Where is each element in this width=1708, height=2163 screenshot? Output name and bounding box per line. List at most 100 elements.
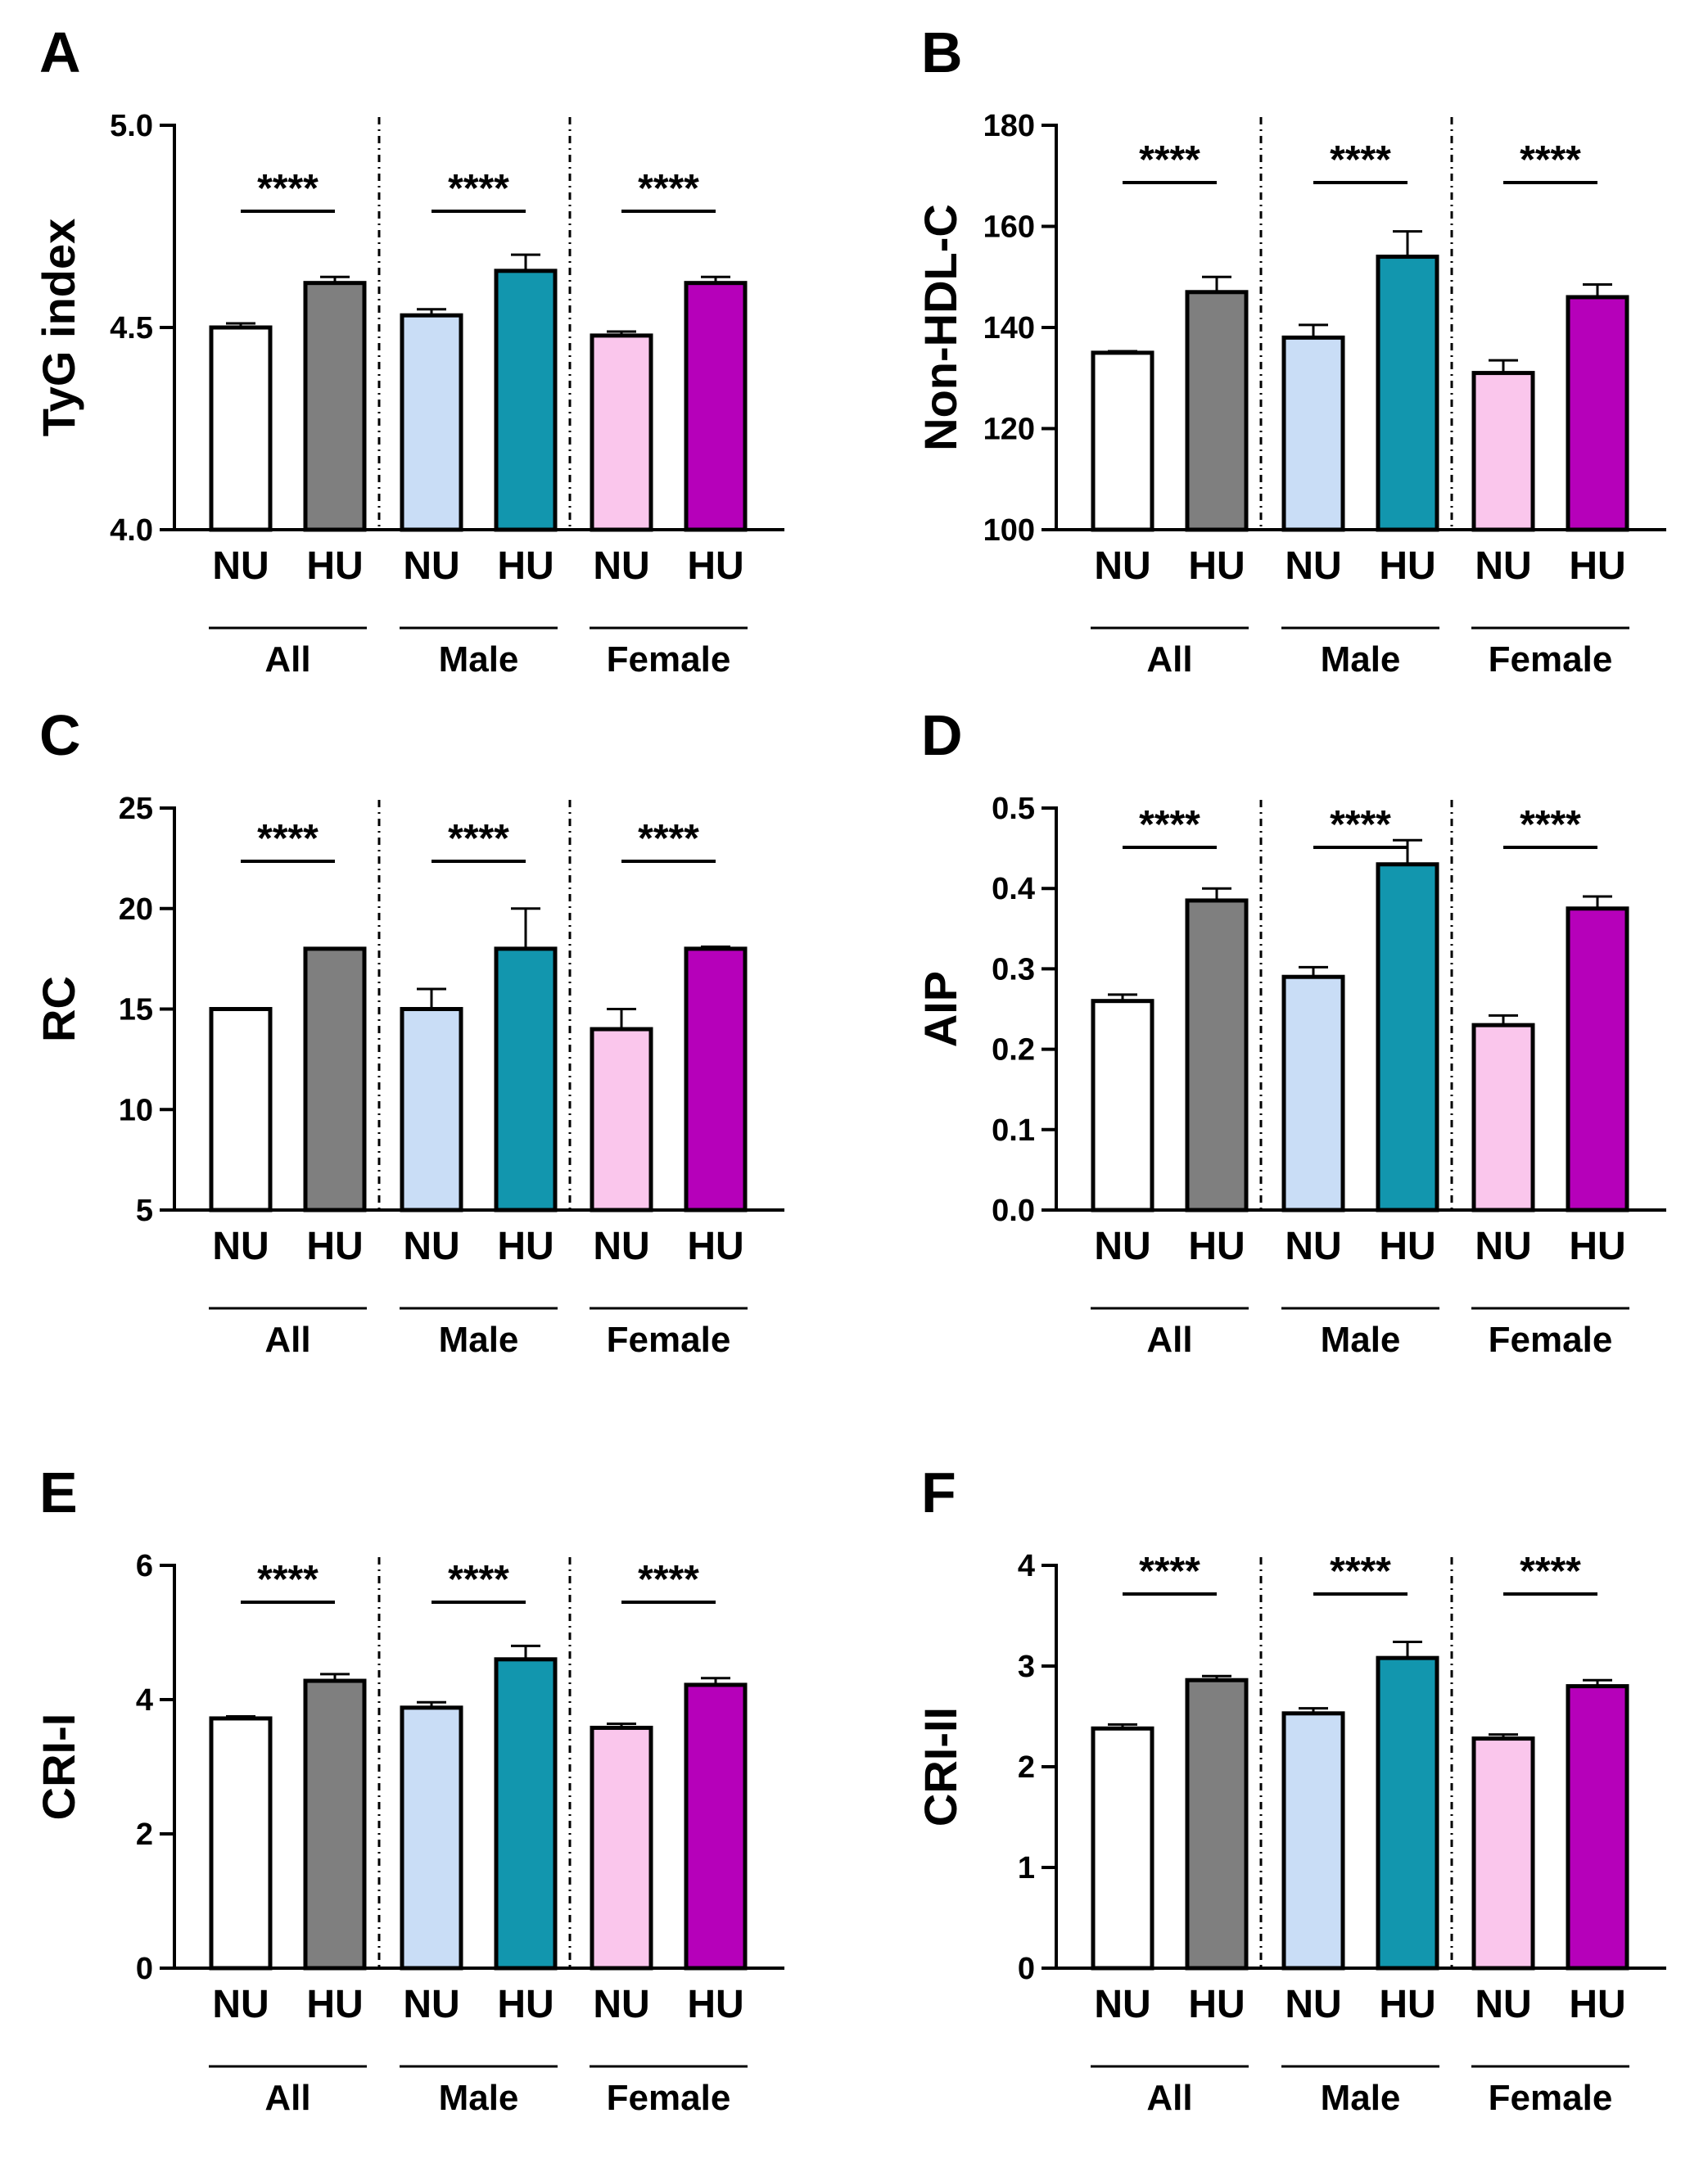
bar-hu: [1566, 295, 1629, 532]
y-tick-label: 0: [1018, 1952, 1035, 1986]
y-axis-label: CRI-II: [915, 1707, 966, 1827]
bar-nu: [1091, 999, 1154, 1212]
y-tick-label: 0.1: [992, 1113, 1035, 1148]
bar-hu: [303, 281, 367, 532]
bar-hu: [684, 1682, 748, 1971]
x-tick-label: HU: [687, 1983, 743, 2026]
bar-nu: [1281, 1711, 1345, 1971]
group-label: All: [264, 2078, 310, 2118]
significance-label: ****: [1139, 1550, 1200, 1593]
y-tick-label: 4.5: [110, 311, 153, 345]
x-tick-label: HU: [1569, 544, 1625, 588]
group-label: All: [264, 1320, 310, 1360]
bar-nu: [1471, 1023, 1535, 1212]
bar-nu: [1091, 1726, 1154, 1971]
y-tick-label: 3: [1018, 1650, 1035, 1684]
x-tick-label: HU: [1379, 544, 1435, 588]
x-tick-label: NU: [403, 544, 459, 588]
x-tick-label: NU: [403, 1983, 459, 2026]
group-label: All: [1146, 2078, 1192, 2118]
bar-nu: [590, 333, 653, 532]
significance-label: ****: [448, 817, 509, 860]
y-tick-label: 6: [136, 1549, 153, 1583]
y-tick-label: 25: [119, 792, 153, 826]
bar-hu: [1566, 1684, 1629, 1971]
x-tick-label: NU: [1475, 1225, 1531, 1268]
bar-nu: [590, 1725, 653, 1971]
significance-label: ****: [448, 1558, 509, 1601]
x-tick-label: NU: [593, 1983, 649, 2026]
bar-hu: [684, 281, 748, 532]
bar-nu: [400, 1705, 463, 1971]
significance-label: ****: [1330, 1550, 1391, 1593]
panel-f: F CRI-II 0 1 2 3 4 NU HU NU HU NU HU All Male Female ***…: [915, 1461, 1666, 2118]
x-tick-label: NU: [1475, 1983, 1531, 2026]
x-tick-label: NU: [212, 1225, 269, 1268]
bar-nu: [209, 325, 273, 532]
group-label: All: [1146, 1320, 1192, 1360]
x-tick-label: NU: [1475, 544, 1531, 588]
y-tick-label: 4: [136, 1683, 153, 1718]
y-tick-label: 15: [119, 993, 153, 1027]
panel-letter: B: [921, 20, 963, 84]
y-axis-label: Non-HDL-C: [915, 204, 966, 451]
y-axis-label: AIP: [915, 971, 966, 1047]
bar-hu: [303, 946, 367, 1212]
y-tick-label: 180: [983, 109, 1035, 143]
bar-nu: [1281, 335, 1345, 532]
bar-hu: [1566, 906, 1629, 1212]
x-tick-label: NU: [212, 544, 269, 588]
group-label: Male: [1321, 2078, 1401, 2118]
significance-label: ****: [638, 817, 699, 860]
group-label: Female: [1489, 2078, 1613, 2118]
bar-hu: [494, 1657, 558, 1971]
significance-label: ****: [257, 817, 319, 860]
significance-label: ****: [1139, 138, 1200, 182]
y-tick-label: 0.2: [992, 1033, 1035, 1068]
x-tick-label: NU: [403, 1225, 459, 1268]
group-label: Male: [439, 2078, 519, 2118]
x-tick-label: HU: [497, 1225, 554, 1268]
group-label: Male: [1321, 639, 1401, 680]
x-tick-label: NU: [593, 1225, 649, 1268]
y-tick-label: 1: [1018, 1851, 1035, 1885]
y-tick-label: 5: [136, 1194, 153, 1228]
group-label: All: [1146, 639, 1192, 680]
group-label: Female: [1489, 1320, 1613, 1360]
y-tick-label: 120: [983, 413, 1035, 447]
y-tick-label: 0.0: [992, 1194, 1035, 1228]
bar-nu: [1091, 350, 1154, 532]
bar-hu: [1376, 255, 1439, 532]
y-tick-label: 0: [136, 1952, 153, 1986]
significance-label: ****: [1330, 803, 1391, 847]
significance-label: ****: [1330, 138, 1391, 182]
y-tick-label: 5.0: [110, 109, 153, 143]
x-tick-label: NU: [212, 1983, 269, 2026]
bar-hu: [1185, 898, 1249, 1212]
group-label: Male: [1321, 1320, 1401, 1360]
x-tick-label: HU: [306, 544, 363, 588]
significance-label: ****: [448, 167, 509, 210]
x-tick-label: NU: [1285, 1225, 1341, 1268]
panel-letter: C: [39, 703, 81, 767]
x-tick-label: HU: [1379, 1983, 1435, 2026]
x-tick-label: HU: [1188, 544, 1245, 588]
y-tick-label: 140: [983, 311, 1035, 345]
group-label: Female: [1489, 639, 1613, 680]
bar-hu: [1185, 1678, 1249, 1971]
y-tick-label: 0.3: [992, 952, 1035, 987]
x-tick-label: HU: [1188, 1225, 1245, 1268]
x-tick-label: HU: [306, 1225, 363, 1268]
significance-label: ****: [1520, 138, 1581, 182]
x-tick-label: HU: [1379, 1225, 1435, 1268]
x-tick-label: HU: [1569, 1983, 1625, 2026]
bar-nu: [400, 313, 463, 532]
x-tick-label: NU: [593, 544, 649, 588]
x-tick-label: HU: [687, 544, 743, 588]
x-tick-label: HU: [1188, 1983, 1245, 2026]
group-label: Male: [439, 1320, 519, 1360]
y-tick-label: 2: [136, 1818, 153, 1852]
panel-e: E CRI-I 0 2 4 6 NU HU NU HU NU HU All Male Female **** *…: [33, 1461, 784, 2118]
x-tick-label: HU: [306, 1983, 363, 2026]
y-tick-label: 10: [119, 1093, 153, 1127]
